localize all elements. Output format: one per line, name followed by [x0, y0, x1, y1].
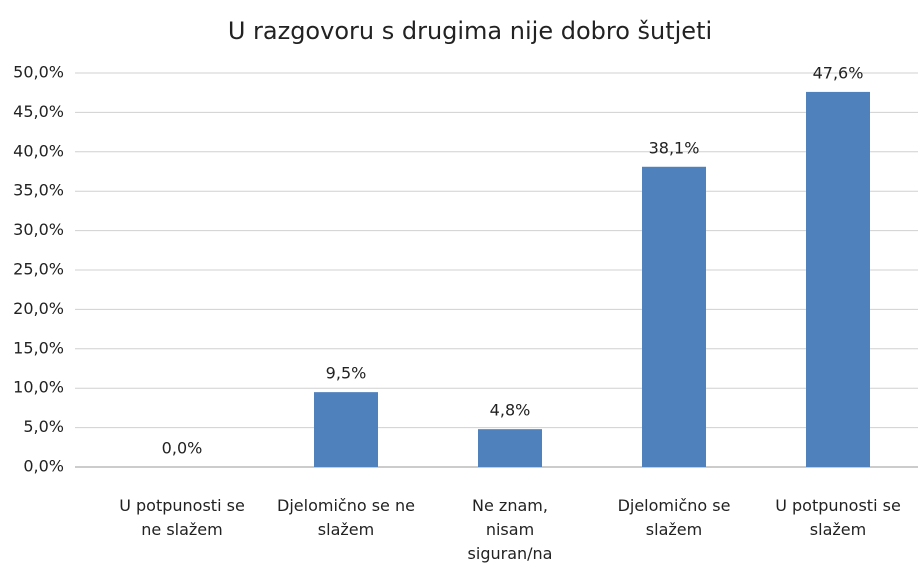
y-tick-label: 45,0%	[13, 102, 64, 121]
chart-title: U razgovoru s drugima nije dobro šutjeti	[228, 17, 712, 45]
y-tick-label: 30,0%	[13, 220, 64, 239]
x-tick-label: Djelomično se ne slažem	[277, 496, 415, 539]
x-tick-label: Djelomično se slažem	[617, 496, 731, 539]
data-label: 9,5%	[326, 364, 367, 383]
y-tick-label: 10,0%	[13, 378, 64, 397]
y-tick-label: 35,0%	[13, 181, 64, 200]
y-tick-label: 40,0%	[13, 141, 64, 160]
data-label: 4,8%	[490, 401, 531, 420]
x-tick-label: U potpunosti se slažem	[775, 496, 901, 539]
y-tick-label: 20,0%	[13, 299, 64, 318]
y-tick-label: 15,0%	[13, 338, 64, 357]
bar	[478, 429, 542, 467]
x-tick-label: U potpunosti se ne slažem	[119, 496, 245, 539]
x-tick-label: Ne znam, nisam siguran/na	[467, 496, 553, 563]
bar	[314, 392, 378, 467]
y-tick-label: 50,0%	[13, 63, 64, 82]
data-label: 47,6%	[813, 63, 864, 82]
bar	[806, 91, 870, 468]
y-tick-label: 25,0%	[13, 260, 64, 279]
y-tick-label: 5,0%	[23, 417, 64, 436]
data-label: 38,1%	[649, 138, 700, 157]
y-tick-label: 0,0%	[23, 457, 64, 476]
data-label: 0,0%	[162, 439, 203, 458]
bar	[642, 166, 706, 467]
